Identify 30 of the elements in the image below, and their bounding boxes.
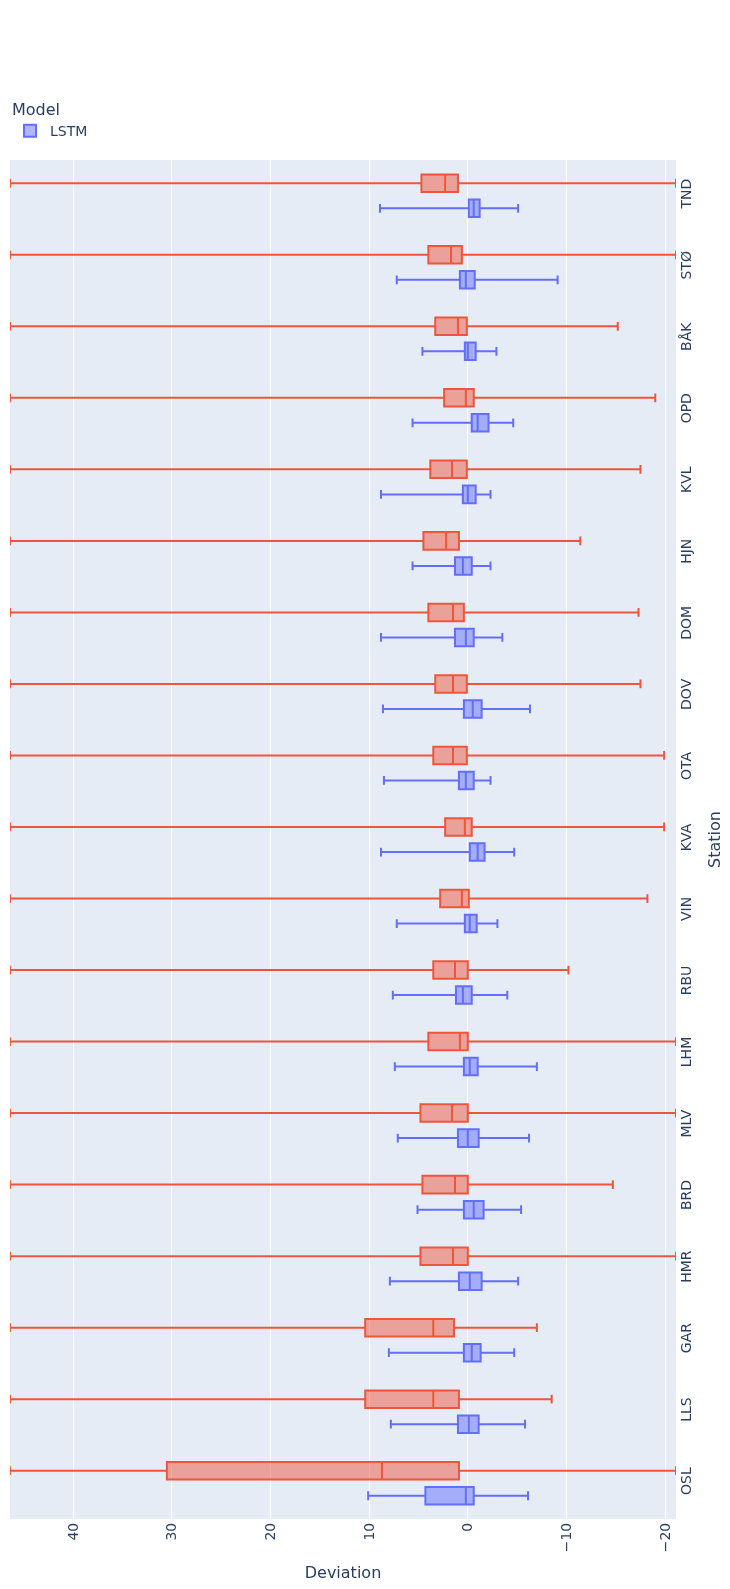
y-tick-label: DOV bbox=[678, 678, 694, 710]
y-tick-label: OTA bbox=[678, 751, 694, 780]
y-tick-label: KVL bbox=[678, 466, 694, 494]
x-tick-label: −10 bbox=[558, 1522, 575, 1553]
x-tick-label: 30 bbox=[163, 1522, 180, 1541]
y-tick-label: RBU bbox=[678, 965, 694, 996]
y-tick-label: OSL bbox=[678, 1467, 694, 1495]
y-tick-label: VIN bbox=[678, 896, 694, 922]
y-tick-label: HMR bbox=[678, 1250, 694, 1283]
legend-label: LSTM bbox=[50, 123, 88, 140]
y-tick-label: KVA bbox=[678, 823, 694, 852]
x-axis-title: Deviation bbox=[304, 1563, 382, 1583]
legend-title: Model bbox=[12, 100, 61, 120]
y-tick-label: BRD bbox=[678, 1179, 694, 1211]
y-tick-label: TND bbox=[678, 178, 694, 210]
y-tick-label: BÅK bbox=[678, 321, 694, 351]
y-axis-title: Station bbox=[704, 811, 724, 868]
x-tick-label: −20 bbox=[656, 1522, 673, 1553]
y-tick-label: LHM bbox=[678, 1036, 694, 1068]
y-tick-label: HJN bbox=[678, 538, 694, 564]
y-tick-label: STØ bbox=[678, 250, 694, 280]
y-tick-label: GAR bbox=[678, 1322, 694, 1354]
x-tick-label: 20 bbox=[262, 1522, 279, 1541]
y-tick-label: DOM bbox=[678, 605, 694, 640]
x-tick-label: 10 bbox=[360, 1522, 377, 1541]
y-tick-label: OPD bbox=[678, 393, 694, 424]
x-tick-label: 0 bbox=[459, 1522, 476, 1532]
y-tick-label: LLS bbox=[678, 1397, 694, 1422]
y-tick-label: MLV bbox=[678, 1109, 694, 1138]
x-tick-label: 40 bbox=[64, 1522, 81, 1541]
